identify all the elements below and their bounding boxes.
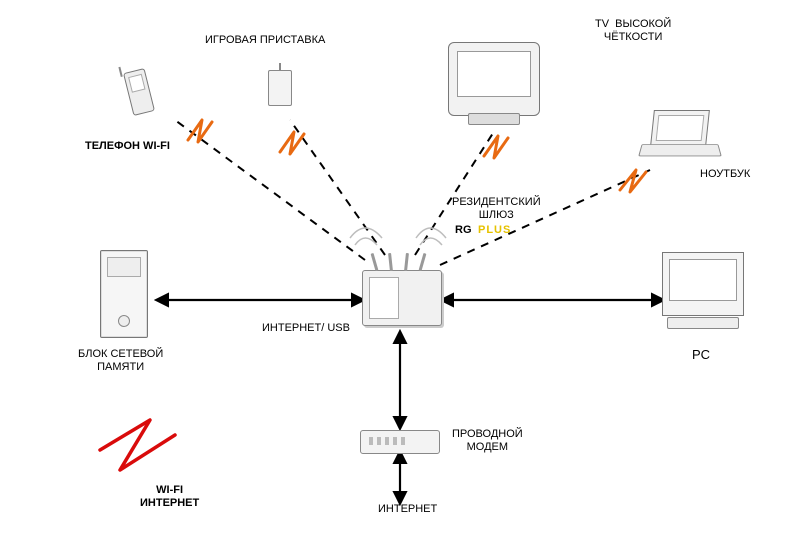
label-internet: ИНТЕРНЕТ — [378, 503, 437, 516]
label-modem: ПРОВОДНОЙ МОДЕМ — [452, 428, 523, 453]
legend-wifi-zig — [100, 420, 175, 470]
wired-modem-icon — [360, 430, 440, 454]
label-rg: RG — [455, 224, 472, 237]
wifi-zig-tv — [484, 136, 508, 158]
diagram-stage: { "canvas": { "width": 800, "height": 54… — [0, 0, 800, 548]
wifi-zig-phone — [188, 120, 212, 142]
label-rg-plus: PLUS — [478, 224, 511, 237]
game-console-icon — [268, 70, 292, 106]
legend-wifi-label: WI-FI ИНТЕРНЕТ — [140, 484, 199, 509]
label-pc: PC — [692, 348, 710, 363]
router-waves — [350, 228, 446, 245]
wifi-phone-icon — [123, 68, 155, 116]
label-console: ИГРОВАЯ ПРИСТАВКА — [205, 34, 325, 47]
label-gateway: РЕЗИДЕНТСКИЙ ШЛЮЗ — [452, 196, 541, 221]
label-tv: TV ВЫСОКОЙ ЧЁТКОСТИ — [595, 18, 671, 43]
label-storage: БЛОК СЕТЕВОЙ ПАМЯТИ — [78, 348, 163, 373]
wifi-zig-console — [280, 132, 304, 154]
label-phone: ТЕЛЕФОН WI-FI — [85, 140, 170, 153]
pc-icon — [662, 252, 744, 316]
wlink-console — [290, 120, 385, 255]
wifi-zig-laptop — [620, 170, 646, 192]
network-storage-icon — [100, 250, 148, 338]
label-internet-usb: ИНТЕРНЕТ/ USB — [262, 322, 350, 335]
hdtv-icon — [448, 42, 540, 116]
wlink-phone — [175, 120, 365, 260]
gateway-router-icon — [362, 270, 442, 326]
label-laptop: НОУТБУК — [700, 168, 750, 181]
laptop-icon — [640, 110, 720, 160]
